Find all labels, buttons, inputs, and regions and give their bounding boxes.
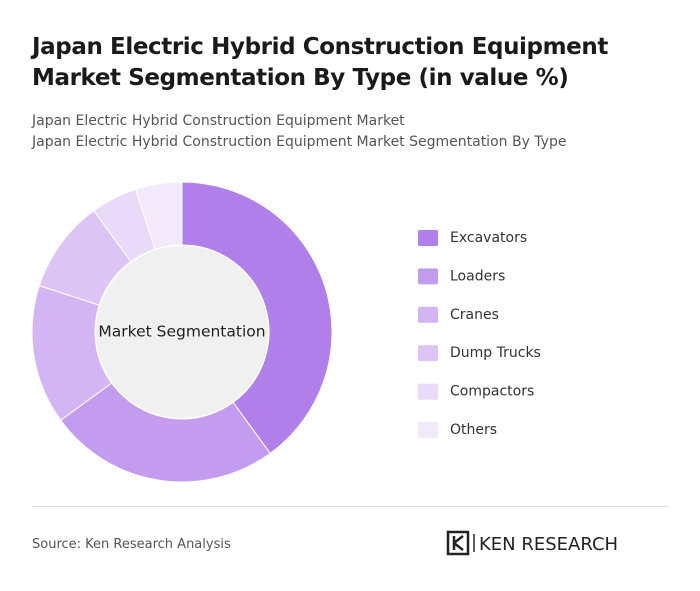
legend-label: Compactors — [450, 384, 534, 400]
logo: KEN RESEARCH — [446, 530, 618, 556]
donut-slice — [59, 382, 271, 483]
subtitle: Japan Electric Hybrid Construction Equip… — [32, 113, 405, 129]
divider — [32, 506, 668, 507]
donut-slice — [135, 181, 183, 250]
subtitle: Japan Electric Hybrid Construction Equip… — [32, 134, 567, 150]
legend-label: Others — [450, 422, 497, 438]
legend-swatch — [418, 345, 438, 362]
center-label: Market Segmentation — [98, 323, 265, 341]
legend-label: Cranes — [450, 307, 499, 323]
legend-swatch — [418, 230, 438, 246]
legend-swatch — [418, 268, 438, 285]
legend-swatch — [418, 422, 438, 438]
legend-label: Loaders — [450, 268, 505, 284]
logo-text: KEN RESEARCH — [479, 534, 618, 555]
legend-label: Excavators — [450, 230, 527, 246]
legend-swatch — [418, 306, 438, 323]
logo-icon — [452, 535, 464, 551]
logo-icon — [446, 530, 470, 556]
legend-label: Dump Trucks — [450, 345, 541, 361]
donut-slice — [181, 181, 333, 455]
source: Source: Ken Research Analysis — [32, 537, 231, 552]
donut-center — [96, 246, 268, 418]
legend-swatch — [418, 383, 438, 400]
title: Japan Electric Hybrid Construction Equip… — [32, 34, 608, 91]
chart: Excavators Loaders Cranes Dump Trucks Compac… — [31, 181, 541, 483]
